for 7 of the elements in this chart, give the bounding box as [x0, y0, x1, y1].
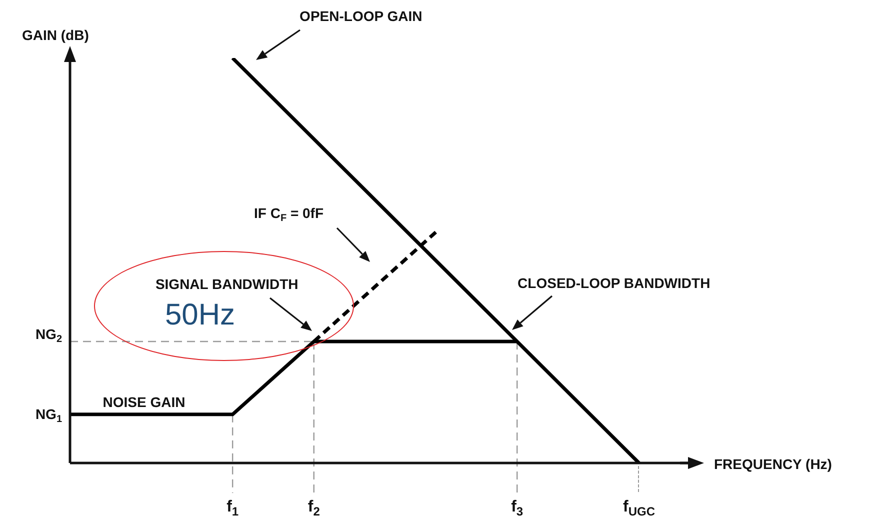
y-axis-title: GAIN (dB) — [22, 26, 89, 43]
annotation: SIGNAL BANDWIDTH — [155, 276, 298, 292]
annotation: 50Hz — [164, 298, 236, 332]
text: OPEN-LOOP GAIN — [300, 8, 422, 24]
x-axis-title: FREQUENCY (Hz) — [714, 456, 832, 472]
annotation: CLOSED-LOOP BANDWIDTH — [518, 274, 710, 291]
annotation: NOISE GAIN — [102, 394, 186, 410]
